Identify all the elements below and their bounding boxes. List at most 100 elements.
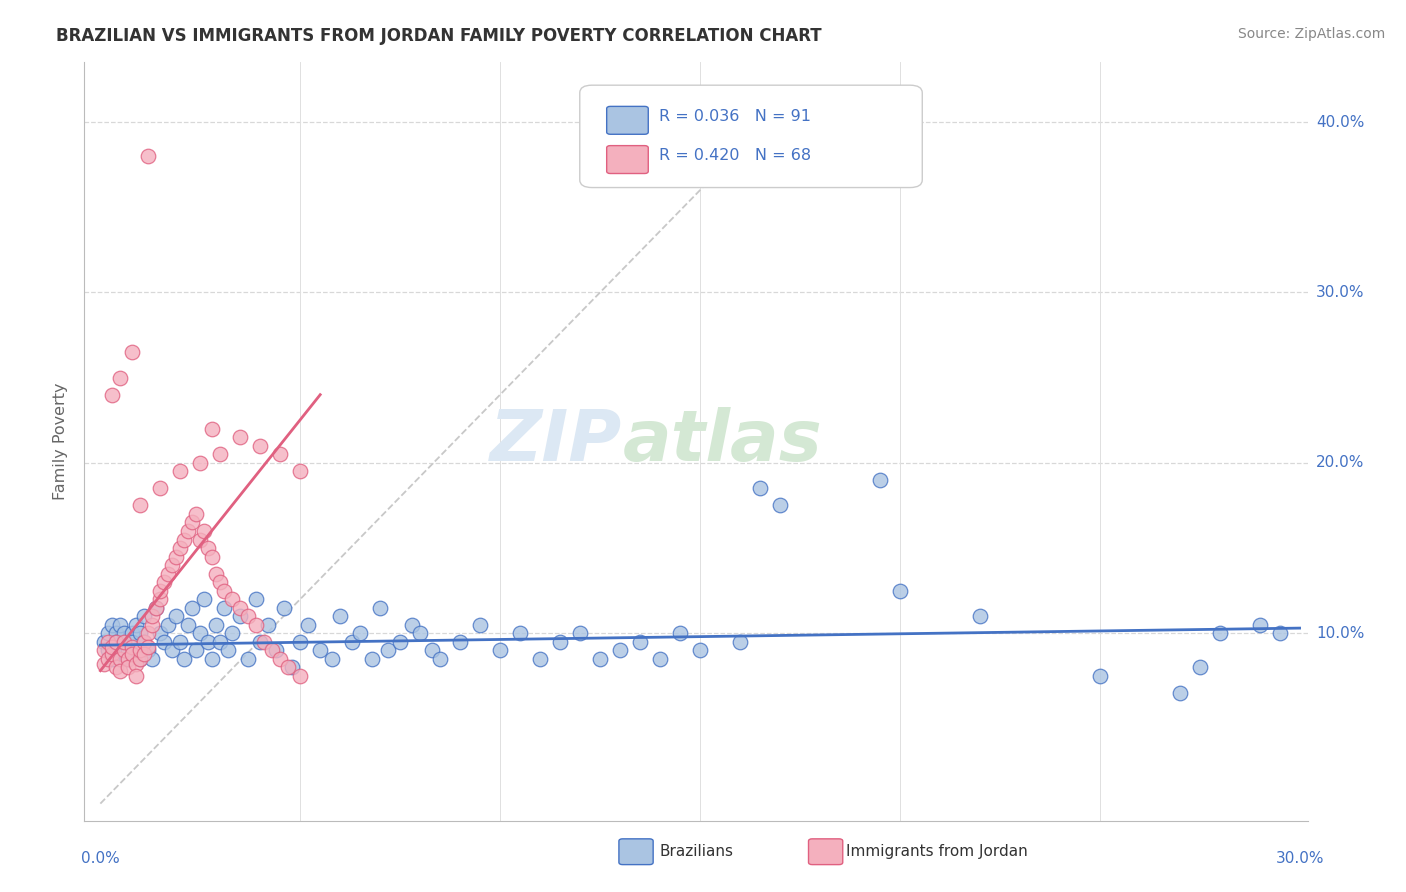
Point: [97, 652, 120, 666]
Point: [121, 345, 143, 359]
Point: [290, 634, 312, 648]
Point: [125, 657, 148, 671]
Point: [117, 652, 139, 666]
Point: [117, 660, 139, 674]
Point: [188, 626, 211, 640]
FancyBboxPatch shape: [606, 106, 648, 135]
Point: [93, 634, 115, 648]
Point: [193, 524, 215, 538]
Point: [389, 634, 412, 648]
Point: [290, 464, 312, 478]
Point: [129, 643, 152, 657]
Point: [177, 617, 200, 632]
Point: [181, 516, 204, 530]
Point: [105, 626, 128, 640]
FancyBboxPatch shape: [619, 838, 654, 864]
Point: [214, 600, 236, 615]
Point: [110, 664, 132, 678]
Point: [1088, 669, 1111, 683]
Point: [129, 652, 152, 666]
Point: [105, 660, 128, 674]
Point: [229, 430, 252, 444]
Point: [136, 149, 159, 163]
Point: [221, 592, 243, 607]
Point: [112, 643, 135, 657]
Point: [309, 643, 332, 657]
Point: [134, 647, 156, 661]
Point: [125, 669, 148, 683]
Point: [121, 634, 143, 648]
Point: [361, 652, 384, 666]
Point: [205, 566, 228, 581]
Point: [173, 533, 195, 547]
Point: [229, 600, 252, 615]
Point: [449, 634, 471, 648]
Point: [249, 439, 271, 453]
Point: [329, 609, 352, 624]
Point: [169, 464, 191, 478]
Point: [141, 609, 163, 624]
Point: [569, 626, 592, 640]
Point: [188, 456, 211, 470]
Point: [134, 634, 156, 648]
Text: R = 0.420   N = 68: R = 0.420 N = 68: [659, 148, 811, 163]
Text: 30.0%: 30.0%: [1275, 851, 1324, 866]
Point: [468, 617, 491, 632]
Point: [509, 626, 531, 640]
Point: [162, 558, 184, 572]
Point: [97, 634, 120, 648]
Point: [153, 575, 176, 590]
Point: [201, 549, 224, 564]
Point: [125, 617, 148, 632]
Point: [201, 652, 224, 666]
Point: [290, 669, 312, 683]
Point: [112, 634, 135, 648]
Point: [1188, 660, 1211, 674]
Point: [193, 592, 215, 607]
Point: [101, 647, 124, 661]
Point: [136, 640, 159, 654]
Point: [121, 626, 143, 640]
Point: [121, 640, 143, 654]
Text: atlas: atlas: [623, 407, 823, 476]
Point: [628, 634, 651, 648]
Point: [689, 643, 711, 657]
Point: [297, 617, 319, 632]
Point: [869, 473, 891, 487]
Text: 40.0%: 40.0%: [1316, 114, 1364, 129]
Point: [269, 447, 291, 461]
Text: BRAZILIAN VS IMMIGRANTS FROM JORDAN FAMILY POVERTY CORRELATION CHART: BRAZILIAN VS IMMIGRANTS FROM JORDAN FAMI…: [56, 27, 823, 45]
Point: [173, 652, 195, 666]
Point: [401, 617, 423, 632]
Point: [134, 609, 156, 624]
Point: [648, 652, 671, 666]
Point: [368, 600, 391, 615]
Point: [1168, 686, 1191, 700]
Point: [153, 634, 176, 648]
Text: Brazilians: Brazilians: [659, 844, 734, 859]
Point: [214, 583, 236, 598]
Point: [186, 643, 208, 657]
Point: [157, 566, 180, 581]
Point: [769, 499, 792, 513]
Point: [162, 643, 184, 657]
Point: [209, 634, 232, 648]
Point: [277, 660, 299, 674]
Point: [165, 549, 187, 564]
Point: [169, 541, 191, 555]
Point: [149, 626, 172, 640]
Point: [169, 634, 191, 648]
Point: [377, 643, 399, 657]
Point: [110, 643, 132, 657]
Point: [117, 652, 139, 666]
Point: [669, 626, 692, 640]
Point: [429, 652, 451, 666]
FancyBboxPatch shape: [808, 838, 842, 864]
Text: Source: ZipAtlas.com: Source: ZipAtlas.com: [1237, 27, 1385, 41]
Point: [93, 643, 115, 657]
Point: [889, 583, 911, 598]
Point: [548, 634, 571, 648]
FancyBboxPatch shape: [579, 85, 922, 187]
Point: [157, 617, 180, 632]
Point: [1208, 626, 1230, 640]
